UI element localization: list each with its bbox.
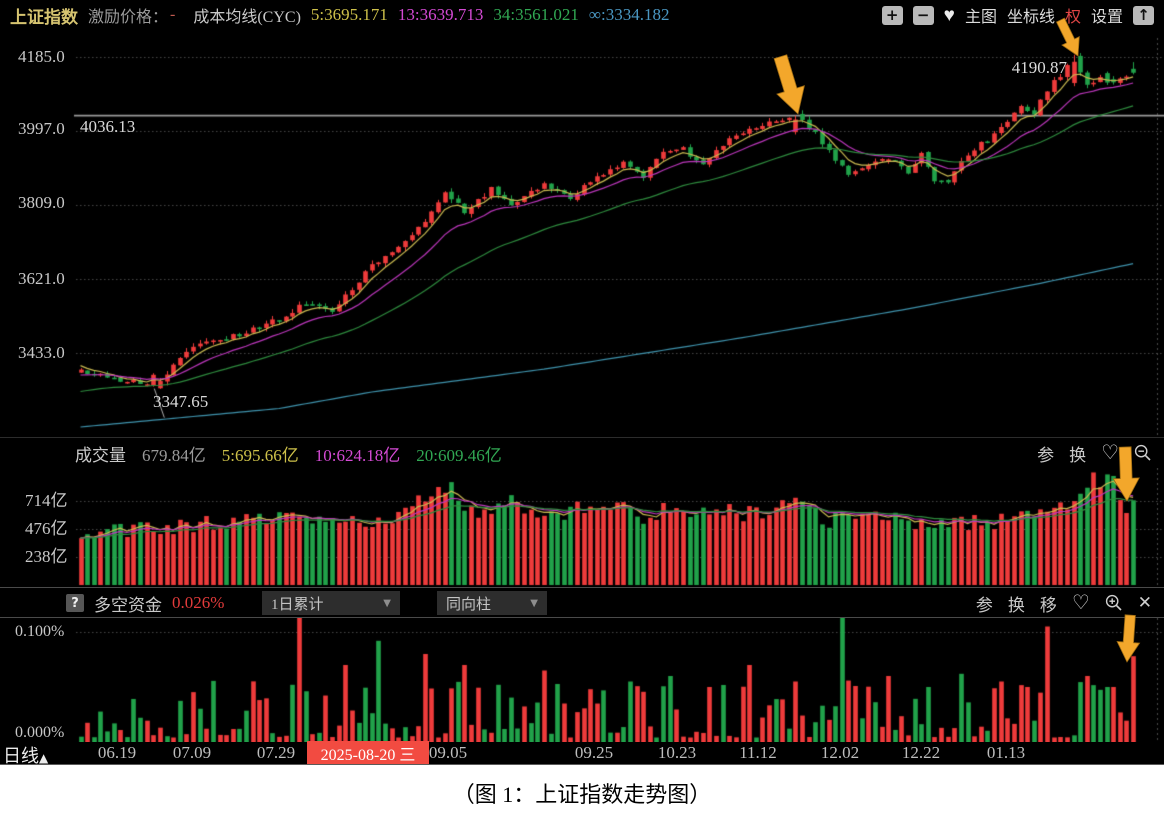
price-axis-tick-1: 4185.0 xyxy=(18,47,65,66)
volume-ma10: 10:624.18亿 xyxy=(314,445,401,465)
indicator-name: 成本均线(CYC) xyxy=(193,9,301,26)
volume-header-icons: 参 换 ♡ xyxy=(1037,438,1152,468)
indicator-header: ? 多空资金 0.026% xyxy=(0,588,224,618)
help-icon[interactable]: ? xyxy=(66,594,84,612)
zoom-out-button[interactable]: − xyxy=(912,5,934,25)
period-label: 日线 xyxy=(3,746,39,765)
volume-chart-canvas[interactable] xyxy=(0,468,1164,587)
accumulation-dropdown-value: 1日累计 xyxy=(271,596,324,613)
selected-date-badge: 2025-08-20 三 xyxy=(307,741,429,764)
price-axis-tick-4: 3621.0 xyxy=(18,269,65,288)
low-price-label: 3347.65 xyxy=(153,392,209,411)
volume-ma5: 5:695.66亿 xyxy=(221,445,299,465)
indicator-switch-button[interactable]: 换 xyxy=(1007,595,1025,615)
volume-header: 成交量 679.84亿 5:695.66亿 10:624.18亿 20:609.… xyxy=(0,438,502,468)
volume-axis-tick-3: 238亿 xyxy=(25,547,68,566)
indicator-move-button[interactable]: 移 xyxy=(1039,595,1057,615)
volume-favorite-icon[interactable]: ♡ xyxy=(1101,442,1119,464)
volume-current: 679.84亿 xyxy=(142,445,206,465)
cyc13-value: 13:3639.713 xyxy=(397,5,484,24)
price-label: 激励价格： xyxy=(88,9,169,26)
rights-adjust-menu[interactable]: 权 xyxy=(1064,9,1081,26)
favorite-icon[interactable]: ♥ xyxy=(943,4,955,26)
date-tick-6: 10.23 xyxy=(657,743,697,762)
price-axis-tick-5: 3433.0 xyxy=(18,343,65,362)
volume-axis-tick-1: 714亿 xyxy=(25,491,68,510)
date-tick-8: 12.02 xyxy=(820,743,860,762)
indicator-name-label: 多空资金 xyxy=(94,595,162,615)
close-panel-icon[interactable]: ✕ xyxy=(1137,593,1152,613)
expand-button[interactable]: ↑ xyxy=(1133,5,1154,25)
kline-chart: 上证指数 激励价格： - 成本均线(CYC) 5:3695.171 13:363… xyxy=(0,0,1164,765)
accumulation-dropdown[interactable]: 1日累计 ▼ xyxy=(262,591,400,615)
indicator-param-button[interactable]: 参 xyxy=(975,595,993,615)
panel-zoom-out-icon[interactable] xyxy=(1134,444,1152,462)
chart-header: 上证指数 激励价格： - 成本均线(CYC) 5:3695.171 13:363… xyxy=(0,0,1164,30)
settings-menu[interactable]: 设置 xyxy=(1090,9,1123,26)
price-chart-canvas[interactable] xyxy=(0,30,1164,438)
cyc-inf-value: ∞:3334.182 xyxy=(588,5,670,24)
price-value: - xyxy=(170,6,176,23)
date-tick-1: 06.19 xyxy=(97,743,137,762)
date-tick-10: 01.13 xyxy=(986,743,1026,762)
price-axis-tick-2: 3997.0 xyxy=(18,119,65,138)
indicator-value: 0.026% xyxy=(172,593,225,612)
date-tick-5: 09.25 xyxy=(574,743,614,762)
hline-price-label: 4036.13 xyxy=(80,117,136,136)
chevron-down-icon: ▼ xyxy=(383,597,391,609)
triangle-up-icon: ▲ xyxy=(39,751,49,765)
time-axis: 日线▲ 06.19 07.09 07.29 09.05 09.25 10.23 … xyxy=(0,741,1164,765)
volume-ma20: 20:609.46亿 xyxy=(416,445,502,465)
bar-style-dropdown[interactable]: 同向柱 ▼ xyxy=(437,591,547,615)
indicator-axis-tick-1: 0.100% xyxy=(15,623,65,640)
volume-axis-tick-2: 476亿 xyxy=(25,519,68,538)
cyc5-value: 5:3695.171 xyxy=(310,5,388,24)
price-axis-tick-3: 3809.0 xyxy=(18,193,65,212)
high-price-label: 4190.87 xyxy=(1011,58,1067,77)
date-tick-2: 07.09 xyxy=(172,743,212,762)
volume-label: 成交量 xyxy=(75,445,126,465)
date-tick-4: 09.05 xyxy=(428,743,468,762)
date-tick-7: 11.12 xyxy=(739,743,777,762)
figure-caption: （图 1：上证指数走势图） xyxy=(0,765,1164,821)
axis-lines-menu[interactable]: 坐标线 xyxy=(1006,9,1055,26)
chevron-down-icon: ▼ xyxy=(530,597,538,609)
indicator-favorite-icon[interactable]: ♡ xyxy=(1071,592,1090,614)
date-tick-3: 07.29 xyxy=(256,743,296,762)
date-tick-9: 12.22 xyxy=(901,743,941,762)
main-chart-menu[interactable]: 主图 xyxy=(964,9,997,26)
indicator-axis-tick-2: 0.000% xyxy=(15,724,65,741)
volume-switch-button[interactable]: 换 xyxy=(1069,445,1087,465)
period-selector[interactable]: 日线▲ xyxy=(3,742,48,765)
volume-param-button[interactable]: 参 xyxy=(1037,445,1055,465)
index-title: 上证指数 xyxy=(10,7,78,27)
zoom-in-button[interactable]: + xyxy=(881,5,903,25)
indicator-header-icons: 参 换 移 ♡ ✕ xyxy=(976,588,1152,618)
bar-style-dropdown-value: 同向柱 xyxy=(446,596,492,613)
indicator-chart-canvas[interactable] xyxy=(0,618,1164,742)
panel-zoom-in-icon[interactable] xyxy=(1105,594,1123,612)
cyc34-value: 34:3561.021 xyxy=(493,5,579,24)
